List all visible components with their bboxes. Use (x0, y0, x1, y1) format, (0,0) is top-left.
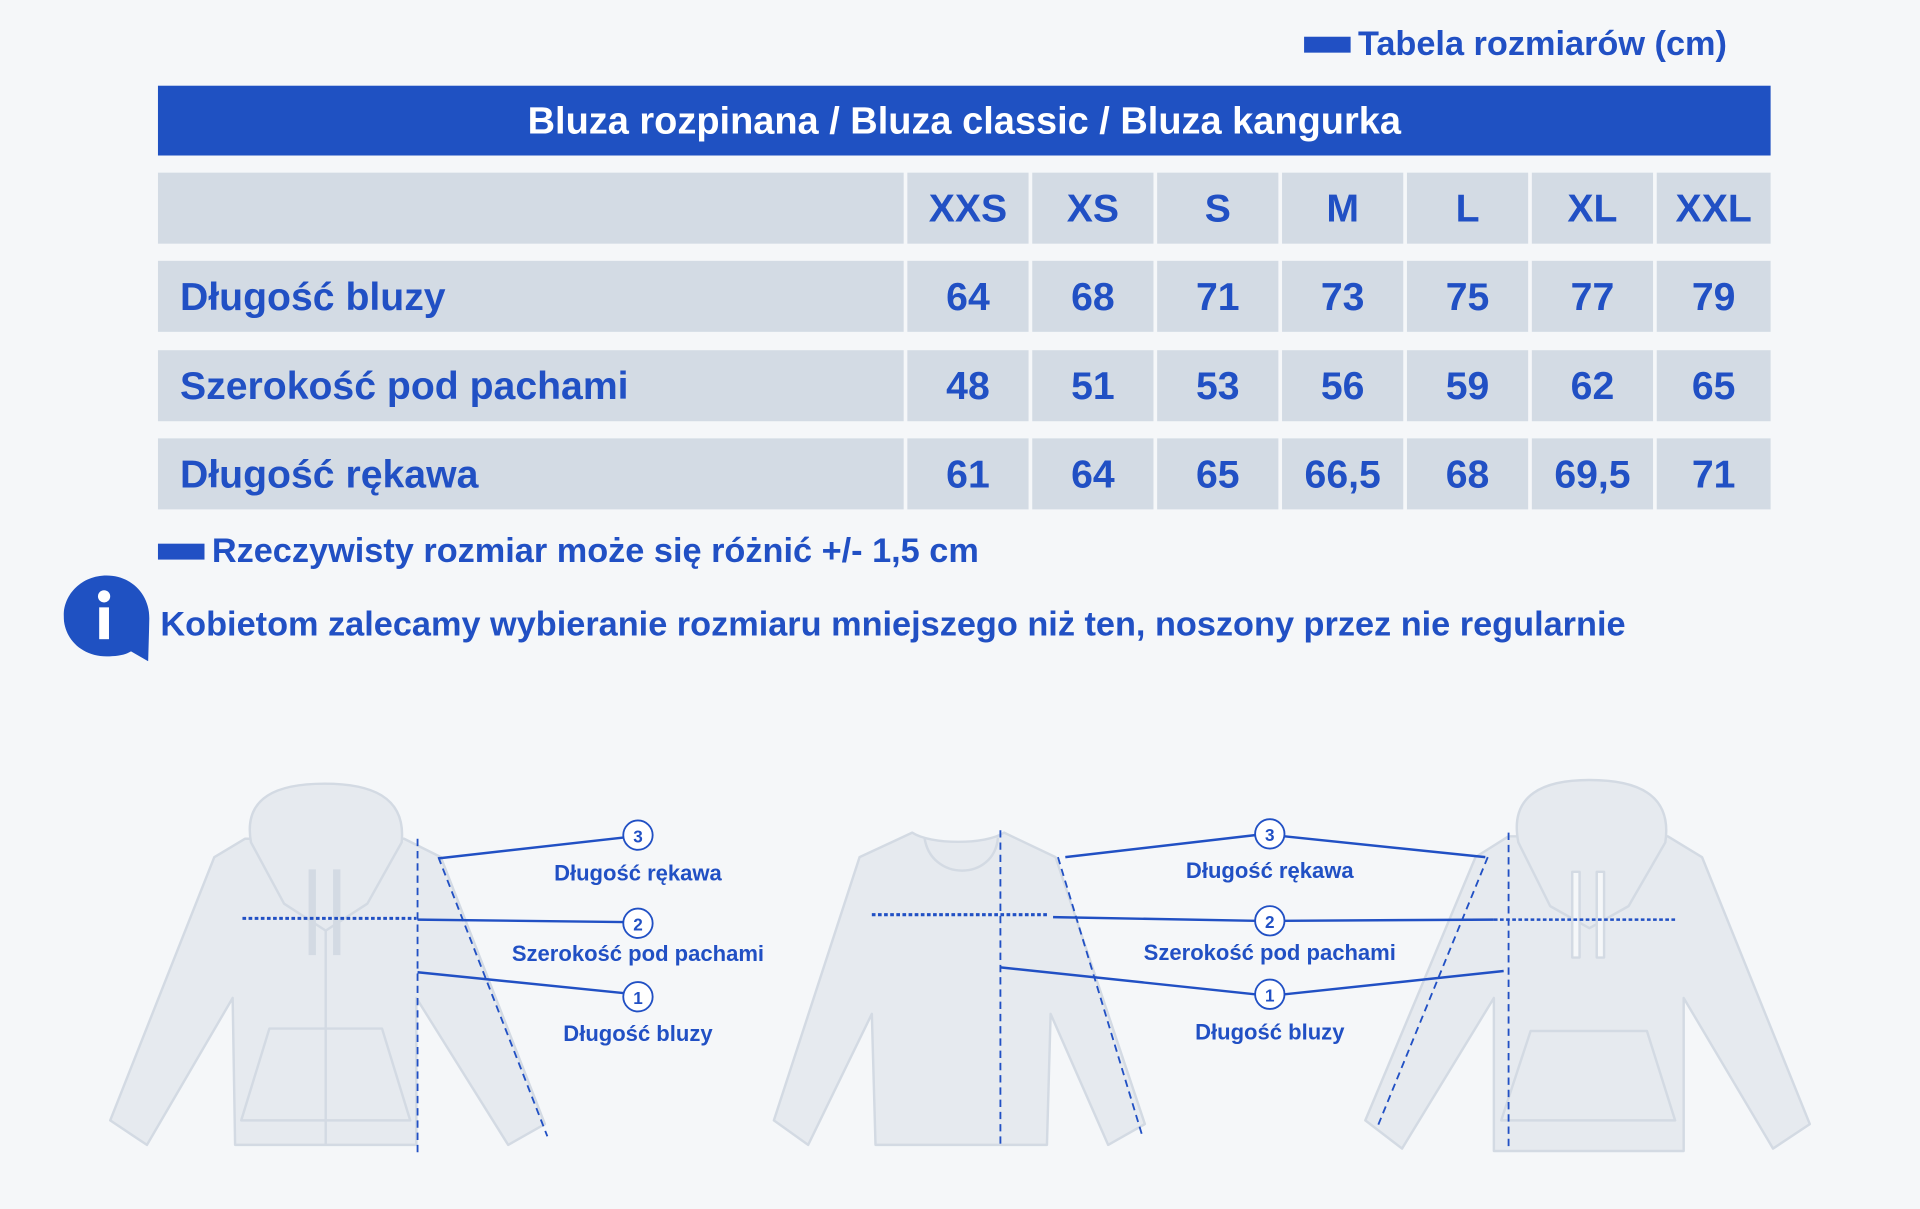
legend: Tabela rozmiarów (cm) (1304, 24, 1727, 63)
marker-1 (622, 981, 654, 1013)
table-cell: 59 (1406, 350, 1529, 422)
table-cell: 66,5 (1282, 438, 1404, 510)
marker-number: 3 (1265, 825, 1275, 845)
chest-width-label: Szerokość pod pachami (1144, 940, 1396, 965)
note-marker (157, 543, 205, 559)
table-cell: 62 (1531, 350, 1654, 422)
size-header: XXS (907, 172, 1029, 244)
sleeve-length-label: Długość rękawa (1186, 858, 1354, 883)
chest-width-label: Szerokość pod pachami (512, 941, 764, 966)
table-title: Bluza rozpinana / Bluza classic / Bluza … (157, 85, 1771, 156)
info-text: Kobietom zalecamy wybieranie rozmiaru mn… (160, 604, 1626, 643)
table-cell: 61 (907, 438, 1029, 510)
body-length-label: Długość bluzy (563, 1021, 713, 1046)
table-cell: 56 (1282, 350, 1404, 422)
zip-hoodie-illustration (108, 782, 547, 1147)
marker-2 (1254, 905, 1286, 937)
table-row: Szerokość pod pachami 48 51 53 56 59 62 … (157, 350, 1771, 422)
marker-number: 1 (633, 988, 643, 1008)
legend-title: Tabela rozmiarów (cm) (1357, 24, 1727, 63)
table-cell: 51 (1032, 350, 1154, 422)
legend-marker (1304, 36, 1351, 53)
size-header: L (1406, 172, 1529, 244)
tolerance-note: Rzeczywisty rozmiar może się różnić +/- … (157, 531, 979, 570)
table-header-row: XXS XS S M L XL XXL (157, 172, 1771, 244)
sweatshirt-illustration (772, 831, 1147, 1147)
table-cell: 71 (1157, 260, 1279, 332)
table-cell: 79 (1656, 260, 1771, 332)
table-cell: 75 (1406, 260, 1529, 332)
table-cell: 68 (1406, 438, 1529, 510)
marker-3 (622, 819, 654, 851)
marker-1 (1254, 978, 1286, 1010)
header-empty-cell (157, 172, 904, 244)
marker-number: 2 (633, 915, 643, 935)
table-cell: 64 (1032, 438, 1154, 510)
size-header: XS (1032, 172, 1154, 244)
info-icon (63, 575, 150, 662)
table-cell: 73 (1282, 260, 1404, 332)
row-label: Długość rękawa (157, 438, 904, 510)
table-cell: 69,5 (1531, 438, 1654, 510)
sleeve-guide (437, 856, 549, 1137)
body-length-label: Długość bluzy (1195, 1020, 1345, 1045)
table-cell: 48 (907, 350, 1029, 422)
marker-number: 1 (1265, 986, 1275, 1006)
table-cell: 53 (1157, 350, 1279, 422)
size-header: M (1282, 172, 1404, 244)
sleeve-length-label: Długość rękawa (554, 860, 722, 885)
row-label: Szerokość pod pachami (157, 350, 904, 422)
size-header: S (1157, 172, 1279, 244)
table-cell: 65 (1157, 438, 1279, 510)
table-row: Długość bluzy 64 68 71 73 75 77 79 (157, 260, 1771, 332)
table-cell: 65 (1656, 350, 1771, 422)
note-text: Rzeczywisty rozmiar może się różnić +/- … (211, 531, 979, 570)
row-label: Długość bluzy (157, 260, 904, 332)
table-row: Długość rękawa 61 64 65 66,5 68 69,5 71 (157, 438, 1771, 510)
marker-number: 2 (1265, 912, 1275, 932)
kangaroo-hoodie-illustration (1364, 778, 1812, 1153)
table-cell: 77 (1531, 260, 1654, 332)
table-cell: 68 (1032, 260, 1154, 332)
table-cell: 64 (907, 260, 1029, 332)
marker-2 (622, 907, 654, 939)
table-cell: 71 (1656, 438, 1771, 510)
size-header: XL (1531, 172, 1654, 244)
marker-number: 3 (633, 826, 643, 846)
size-header: XXL (1656, 172, 1771, 244)
marker-3 (1254, 818, 1286, 850)
